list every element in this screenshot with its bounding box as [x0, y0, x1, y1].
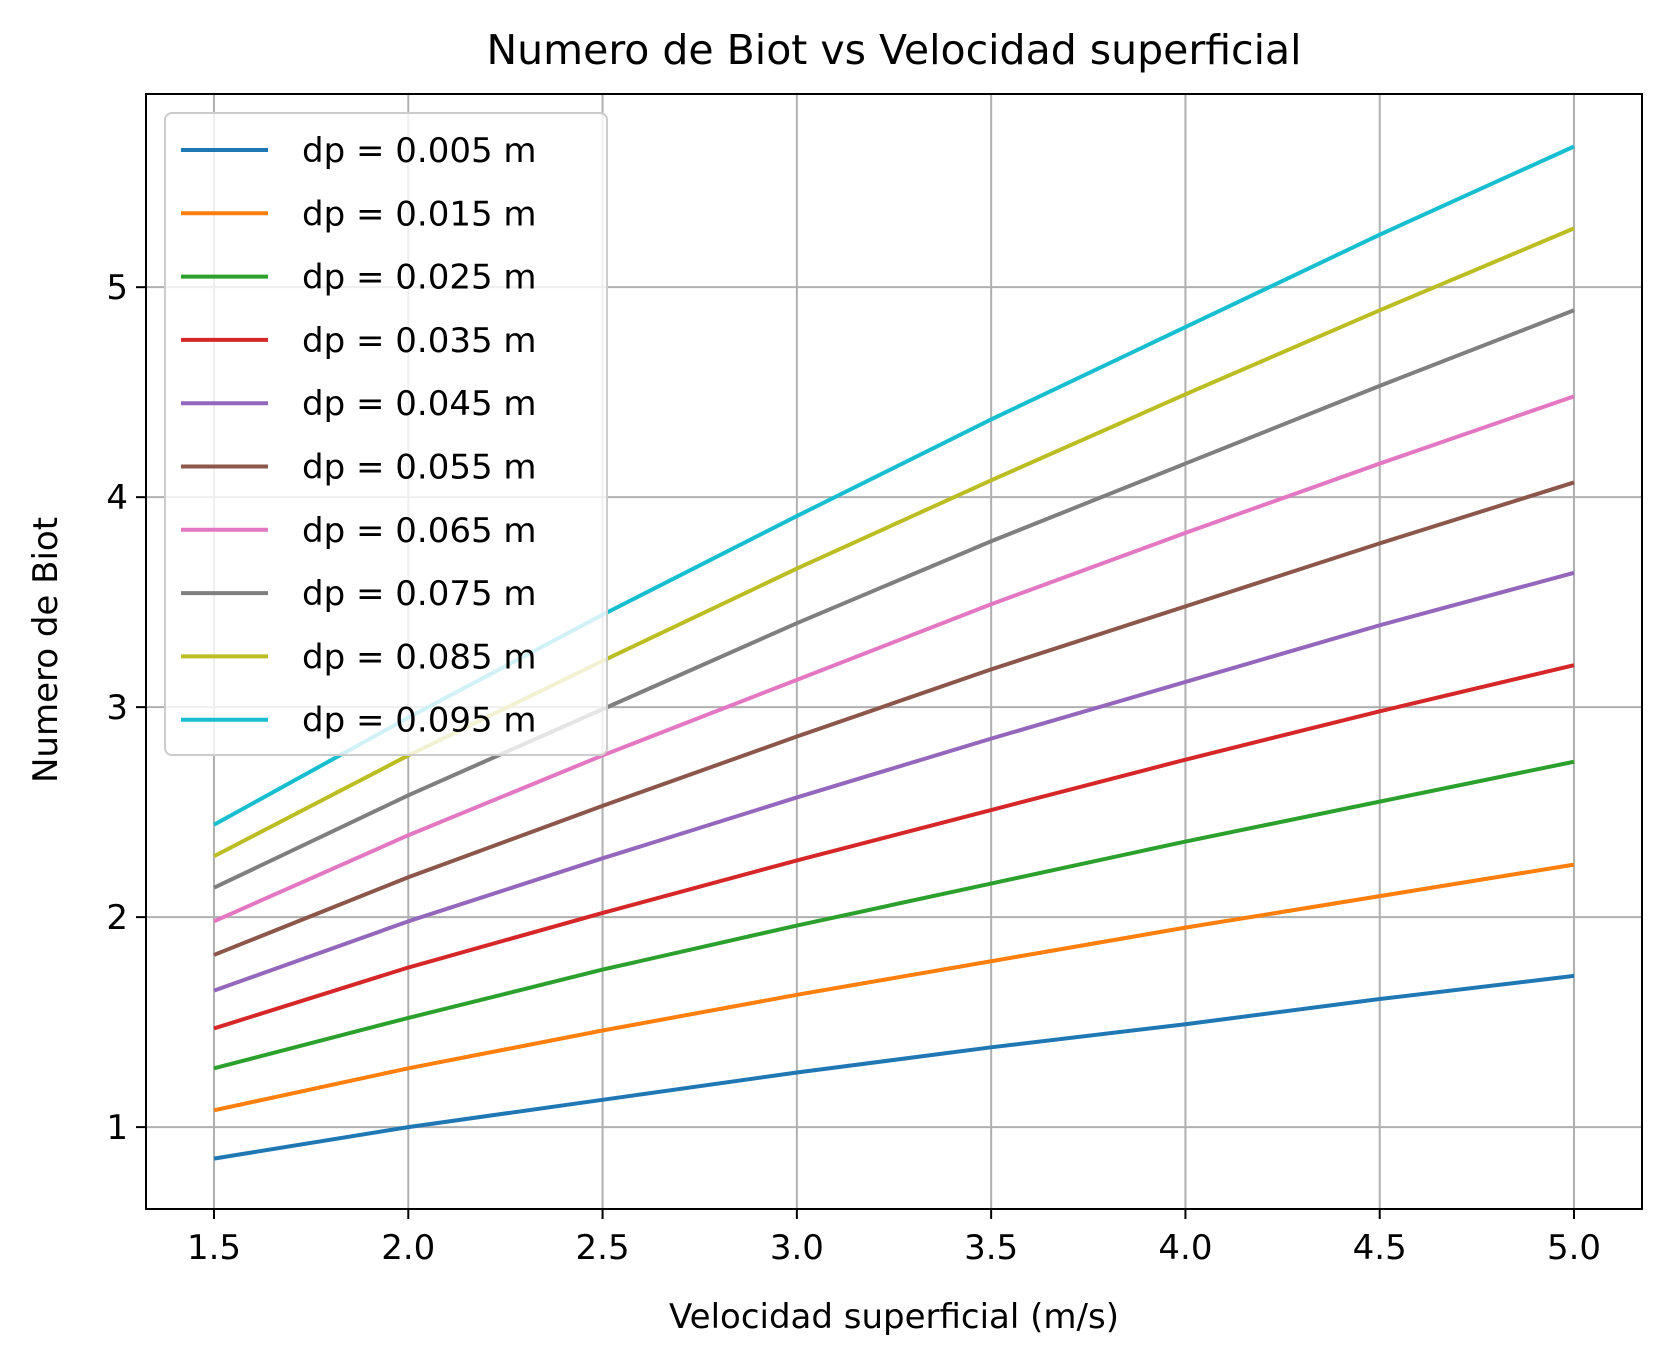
series-line-3 — [213, 759, 1575, 1071]
series-line-7 — [213, 394, 1575, 924]
legend-label: dp = 0.085 m — [302, 637, 537, 677]
x-tick-label: 3.5 — [964, 1228, 1018, 1268]
y-tick-label: 3 — [106, 688, 128, 728]
series-lines — [213, 144, 1575, 1161]
series-line-1 — [213, 973, 1575, 1161]
x-tick-label: 2.5 — [576, 1228, 630, 1268]
series-line-2 — [213, 862, 1575, 1113]
series-line-4 — [213, 663, 1575, 1031]
x-axis-title: Velocidad superficial (m/s) — [669, 1297, 1119, 1337]
plot-frame — [145, 93, 1643, 1210]
x-tick-label: 2.0 — [381, 1228, 435, 1268]
legend-items: dp = 0.005 m dp = 0.015 m dp = 0.025 m dp =… — [181, 131, 537, 741]
y-tick-label: 4 — [106, 478, 128, 518]
x-tick-label: 3.0 — [770, 1228, 824, 1268]
legend-label: dp = 0.005 m — [302, 131, 537, 171]
x-tick-label: 4.5 — [1353, 1228, 1407, 1268]
legend-label: dp = 0.065 m — [302, 511, 537, 551]
chart-title: Numero de Biot vs Velocidad superficial — [487, 26, 1302, 74]
y-tick-label: 1 — [106, 1108, 128, 1148]
legend-box — [164, 112, 608, 756]
y-tick-label: 2 — [106, 898, 128, 938]
legend-label: dp = 0.075 m — [302, 574, 537, 614]
legend-label: dp = 0.045 m — [302, 384, 537, 424]
series-line-6 — [213, 480, 1575, 957]
y-tick-label: 5 — [106, 268, 128, 308]
legend: dp = 0.005 m dp = 0.015 m dp = 0.025 m dp =… — [164, 112, 608, 756]
series-line-5 — [213, 570, 1575, 993]
y-axis-title: Numero de Biot — [26, 517, 66, 783]
legend-label: dp = 0.055 m — [302, 448, 537, 488]
legend-label: dp = 0.025 m — [302, 258, 537, 298]
x-tick-label: 4.0 — [1158, 1228, 1212, 1268]
y-axis-ticks: 1 2 3 4 5 — [106, 268, 146, 1148]
legend-label: dp = 0.095 m — [302, 701, 537, 741]
series-line-8 — [213, 308, 1575, 890]
x-tick-label: 5.0 — [1547, 1228, 1601, 1268]
x-tick-label: 1.5 — [187, 1228, 241, 1268]
x-axis-ticks: 1.5 2.0 2.5 3.0 3.5 4.0 4.5 5.0 — [187, 1209, 1601, 1268]
legend-label: dp = 0.015 m — [302, 194, 537, 234]
legend-label: dp = 0.035 m — [302, 321, 537, 361]
